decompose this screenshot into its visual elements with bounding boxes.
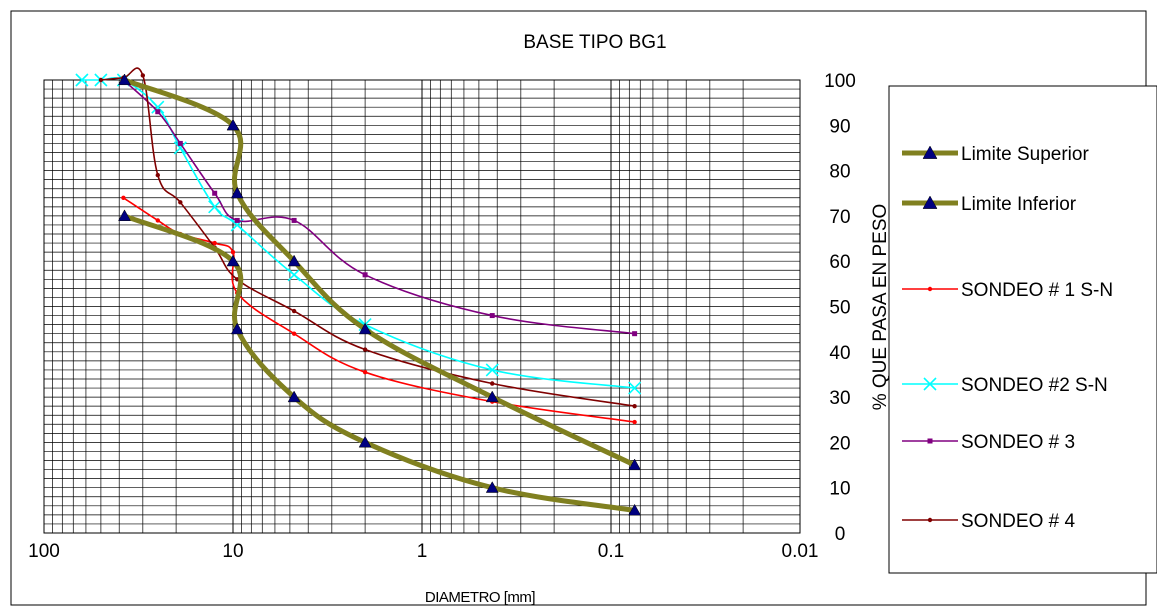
y-tick-label: 80 — [829, 162, 850, 183]
triangle-marker — [358, 322, 372, 335]
legend-label: SONDEO # 4 — [961, 511, 1075, 532]
dot-marker — [140, 73, 146, 78]
y-tick-label: 50 — [829, 298, 850, 319]
x-axis-label: DIAMETRO [mm] — [425, 589, 535, 606]
dot-marker — [155, 218, 160, 223]
triangle-marker — [226, 118, 240, 131]
legend-label: SONDEO # 1 S-N — [961, 280, 1113, 301]
legend-label: Limite Superior — [961, 144, 1089, 165]
legend-label: SONDEO # 3 — [961, 432, 1075, 453]
y-tick-label: 90 — [829, 116, 850, 137]
series-layer — [75, 67, 642, 516]
square-marker — [234, 217, 240, 223]
x-marker — [628, 381, 642, 395]
tick-labels: 100 10 1 0.1 0.01 0 10 20 30 40 50 60 70 80 90 100 — [28, 71, 856, 562]
series-1 — [118, 73, 642, 471]
x-marker — [208, 200, 222, 214]
triangle-marker — [287, 254, 301, 267]
y-tick-label: 20 — [829, 433, 850, 454]
x-marker — [923, 377, 937, 391]
square-marker — [927, 438, 933, 444]
y-tick-label: 100 — [824, 71, 856, 92]
x-tick-label: 0.1 — [598, 541, 624, 562]
x-marker — [287, 268, 301, 282]
square-marker — [489, 313, 495, 319]
square-marker — [212, 190, 218, 196]
dot-marker — [632, 403, 637, 409]
legend-entry-5: SONDEO # 3 — [902, 432, 1075, 453]
triangle-marker — [287, 390, 301, 403]
legend-box — [888, 85, 1157, 574]
legend-entry-6: SONDEO # 4 — [902, 511, 1075, 532]
x-marker — [173, 141, 187, 155]
triangle-marker — [226, 254, 240, 267]
triangle-marker — [358, 435, 372, 448]
square-marker — [632, 331, 638, 337]
triangle-marker — [485, 481, 499, 493]
chart-title: BASE TIPO BG1 — [523, 32, 666, 53]
dot-marker — [927, 286, 933, 292]
square-marker — [291, 217, 297, 223]
dot-marker — [98, 77, 104, 83]
y-tick-label: 10 — [829, 479, 850, 500]
dot-marker — [121, 195, 126, 200]
legend-entry-1: Limite Superior — [902, 144, 1089, 165]
dot-marker — [155, 172, 160, 178]
y-tick-label: 70 — [829, 207, 850, 228]
triangle-marker — [922, 145, 938, 159]
square-marker — [362, 272, 368, 278]
triangle-marker — [628, 458, 642, 471]
x-tick-label: 0.01 — [782, 541, 819, 562]
dot-marker — [490, 381, 495, 386]
square-marker — [177, 140, 183, 146]
plot-area-border — [43, 79, 801, 534]
x-marker — [485, 363, 499, 377]
dot-marker — [291, 308, 297, 314]
legend-entry-2: Limite Inferior — [902, 194, 1077, 215]
legend-label: Limite Inferior — [961, 194, 1077, 215]
legend-label: SONDEO #2 S-N — [961, 375, 1108, 396]
dot-marker — [178, 200, 183, 205]
x-tick-label: 100 — [28, 541, 60, 562]
triangle-marker — [485, 390, 499, 403]
y-tick-label: 0 — [835, 524, 846, 545]
triangle-marker — [118, 73, 131, 86]
triangle-marker — [230, 186, 244, 199]
triangle-marker — [628, 503, 642, 516]
dot-marker — [362, 347, 368, 352]
triangle-marker — [922, 195, 938, 209]
x-marker — [75, 73, 89, 87]
legend: Limite Superior Limite Inferior SONDEO # 1… — [902, 144, 1113, 532]
dot-marker — [291, 331, 297, 336]
dot-marker — [927, 517, 933, 523]
series-2 — [118, 209, 642, 516]
x-tick-label: 1 — [417, 541, 428, 562]
y-tick-label: 30 — [829, 388, 850, 409]
y-axis-label: % QUE PASA EN PESO — [870, 204, 891, 411]
dot-marker — [362, 369, 368, 375]
y-tick-label: 60 — [829, 252, 850, 273]
triangle-marker — [230, 322, 244, 335]
square-marker — [155, 109, 161, 115]
dot-marker — [632, 419, 637, 425]
x-tick-label: 10 — [222, 541, 243, 562]
y-tick-label: 40 — [829, 343, 850, 364]
triangle-marker — [118, 209, 131, 221]
x-marker — [151, 100, 165, 114]
legend-entry-3: SONDEO # 1 S-N — [902, 280, 1113, 301]
legend-entry-4: SONDEO #2 S-N — [902, 375, 1108, 396]
dot-marker — [230, 249, 236, 255]
dot-marker — [212, 240, 217, 246]
